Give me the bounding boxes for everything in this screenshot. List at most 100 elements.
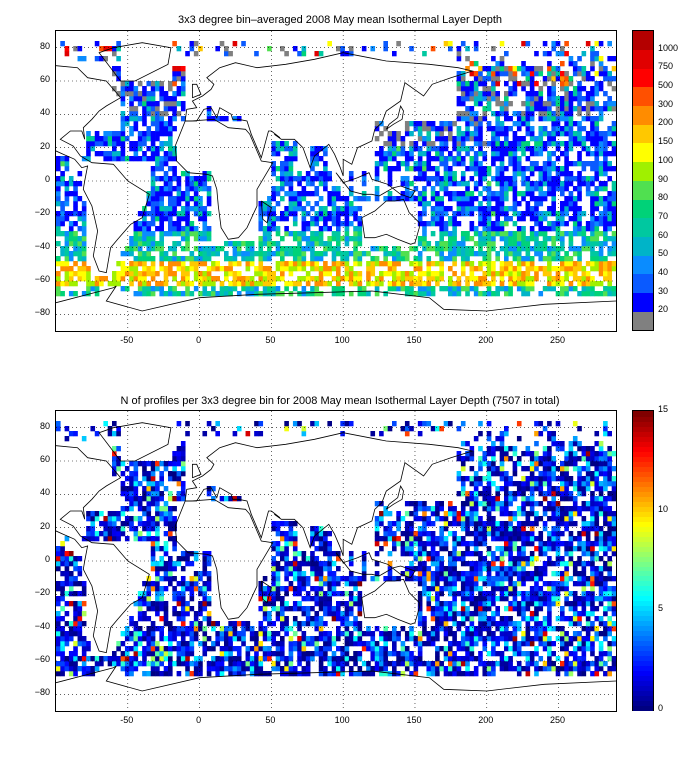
data-cell	[172, 661, 177, 667]
data-cell	[452, 176, 457, 182]
data-cell	[258, 586, 264, 592]
data-cell	[301, 666, 307, 672]
data-cell	[460, 146, 466, 152]
data-cell	[392, 146, 397, 152]
data-cell	[258, 201, 264, 207]
data-cell	[379, 656, 384, 662]
data-cell	[116, 46, 121, 52]
data-cell	[551, 241, 556, 247]
data-cell	[81, 581, 87, 587]
coastline	[56, 65, 150, 274]
data-cell	[551, 141, 556, 147]
data-cell	[275, 521, 281, 527]
data-cell	[137, 286, 143, 292]
data-cell	[396, 251, 401, 257]
data-cell	[404, 121, 410, 127]
data-cell	[150, 86, 156, 92]
data-cell	[301, 641, 307, 647]
data-cell	[297, 201, 302, 207]
data-cell	[318, 206, 324, 212]
data-cell	[396, 516, 401, 522]
data-cell	[112, 146, 117, 152]
y-tick-label: −80	[34, 307, 50, 318]
data-cell	[491, 76, 496, 82]
data-cell	[211, 266, 216, 272]
coastline	[184, 52, 474, 177]
data-cell	[155, 116, 160, 122]
data-cell	[60, 281, 65, 287]
data-cell	[448, 176, 453, 182]
data-cell	[572, 71, 578, 77]
data-cell	[516, 201, 522, 207]
data-cell	[435, 251, 440, 257]
data-cell	[64, 231, 70, 237]
data-cell	[146, 491, 152, 497]
data-cell	[370, 636, 376, 642]
data-cell	[112, 536, 117, 542]
data-cell	[413, 126, 419, 132]
data-cell	[374, 276, 380, 282]
data-cell	[404, 631, 410, 637]
data-cell	[542, 166, 548, 172]
data-cell	[456, 286, 462, 292]
data-cell	[271, 546, 276, 552]
data-cell	[288, 606, 294, 612]
data-cell	[198, 671, 203, 677]
data-cell	[491, 136, 496, 142]
data-cell	[426, 506, 432, 512]
data-cell	[460, 136, 466, 142]
data-cell	[168, 231, 173, 237]
data-cell	[357, 276, 363, 282]
data-cell	[292, 251, 298, 257]
data-cell	[495, 251, 500, 257]
data-cell	[150, 171, 156, 177]
data-cell	[529, 261, 535, 267]
data-cell	[224, 646, 229, 652]
data-cell	[262, 266, 268, 272]
data-cell	[202, 181, 208, 187]
data-cell	[547, 171, 552, 177]
data-cell	[99, 56, 104, 62]
data-cell	[172, 146, 177, 152]
data-cell	[73, 221, 78, 227]
data-cell	[310, 606, 315, 612]
data-cell	[129, 276, 134, 282]
data-cell	[314, 591, 320, 597]
data-cell	[228, 256, 233, 262]
data-cell	[581, 166, 587, 172]
data-cell	[521, 111, 526, 117]
data-cell	[469, 611, 475, 617]
data-cell	[435, 566, 440, 572]
data-cell	[435, 196, 440, 202]
data-cell	[241, 621, 246, 627]
data-cell	[159, 656, 164, 662]
data-cell	[538, 246, 544, 252]
data-cell	[142, 521, 147, 527]
data-cell	[314, 651, 320, 657]
data-cell	[534, 161, 539, 167]
data-cell	[611, 146, 616, 152]
data-cell	[137, 601, 143, 607]
data-cell	[163, 161, 169, 167]
data-cell	[555, 266, 561, 272]
data-cell	[452, 591, 457, 597]
data-cell	[159, 491, 164, 497]
data-cell	[413, 186, 419, 192]
data-cell	[387, 136, 393, 142]
data-cell	[168, 221, 173, 227]
data-cell	[417, 211, 423, 217]
data-cell	[417, 616, 423, 622]
data-cell	[374, 171, 380, 177]
data-cell	[400, 661, 406, 667]
data-cell	[560, 291, 565, 297]
data-cell	[68, 621, 74, 627]
data-cell	[284, 541, 289, 547]
data-cell	[491, 66, 496, 72]
data-cell	[551, 161, 556, 167]
data-cell	[73, 201, 78, 207]
data-cell	[202, 206, 208, 212]
data-cell	[331, 276, 337, 282]
data-cell	[383, 526, 388, 532]
data-cell	[292, 521, 298, 527]
data-cell	[90, 136, 96, 142]
